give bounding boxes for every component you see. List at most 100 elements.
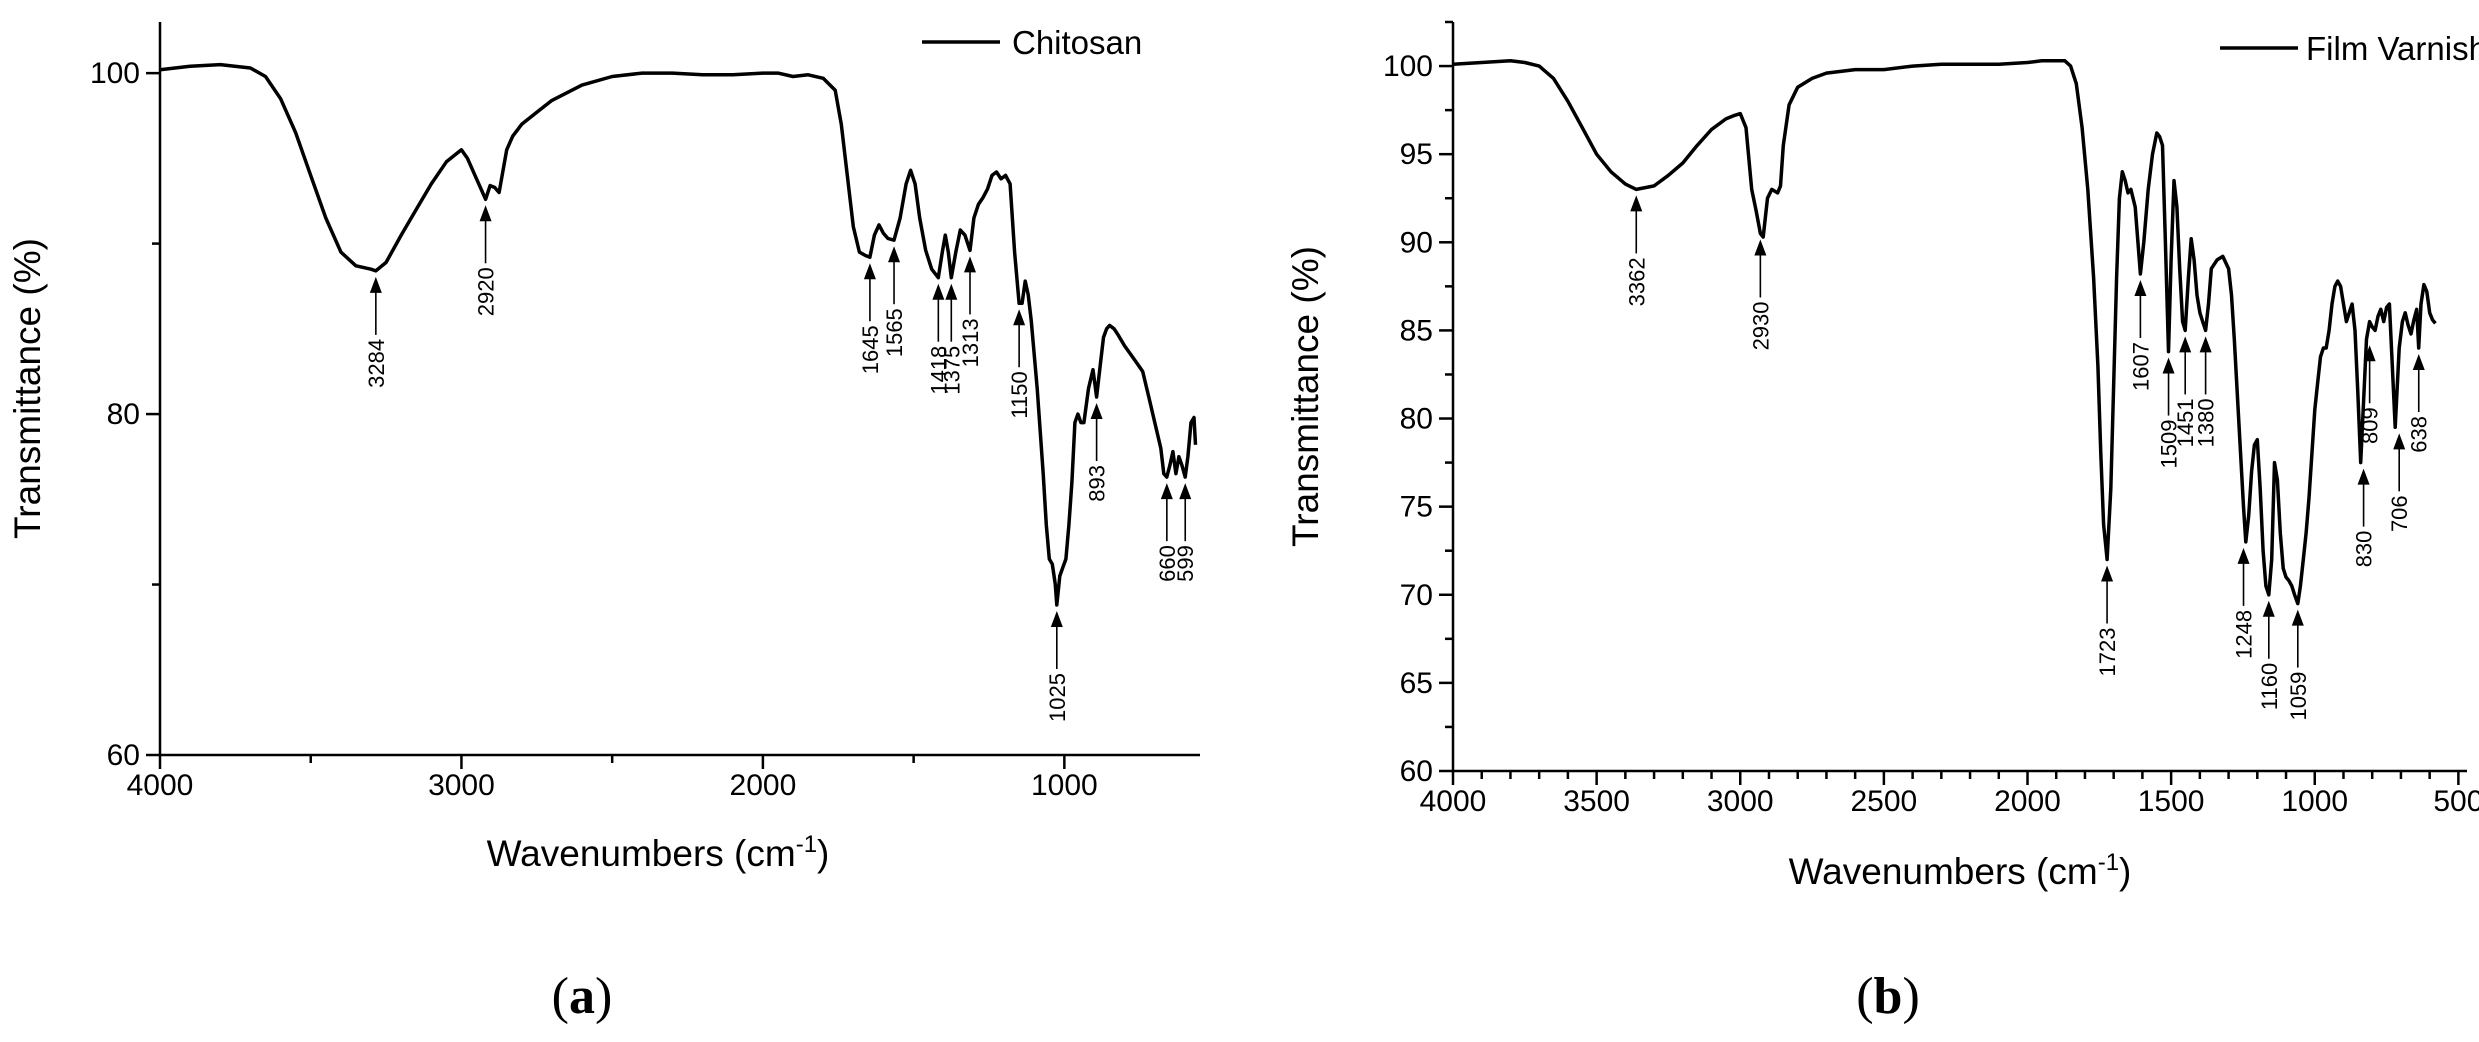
chart-panel-b: 4000 3500 3000 2500 2000 1500 1000 500 60 65 70 75 8… [1285,20,2479,1025]
x-axis-label-close: ) [2119,851,2131,892]
peak-label: 1418 [926,346,951,395]
peak-arrow-head [2291,609,2304,626]
y-axis-label: Transmittance (%) [7,238,48,539]
peak-arrow-head [2363,345,2376,362]
x-tick-label: 3000 [1707,785,1774,818]
y-tick-label: 60 [1400,755,1433,788]
peak-label: 1248 [2232,610,2257,659]
peak-arrow-head [2357,468,2370,485]
x-axis-label: Wavenumbers (cm-1) [487,831,830,874]
x-axis-label-main: Wavenumbers (cm [487,833,796,874]
x-tick-label: 2000 [730,769,797,802]
y-tick-label: 80 [107,398,140,431]
panel-label-letter: a [569,968,595,1025]
x-axis-label-main: Wavenumbers (cm [1789,851,2098,892]
peak-arrow-head [2134,280,2147,297]
peak-label: 1380 [2194,398,2219,447]
peak-label: 1607 [2128,342,2153,391]
x-axis-label: Wavenumbers (cm-1) [1789,849,2132,892]
peak-label: 1645 [858,325,883,374]
peak-arrow-head [1754,239,1767,256]
peak-arrow-head [2262,600,2275,617]
peak-label: 893 [1085,465,1110,502]
peak-arrow-head [2199,336,2212,353]
peak-arrow-head [963,256,976,273]
x-axis-label-superscript: -1 [796,831,817,858]
y-tick-label: 65 [1400,667,1433,700]
peak-label: 1150 [1007,371,1032,418]
x-tick-label: 1000 [2281,785,2348,818]
y-axis-label: Transmittance (%) [1285,246,1326,547]
peak-arrow-head [863,263,876,280]
peak-label: 1313 [958,318,983,367]
x-tick-label: 3500 [1563,785,1630,818]
peak-arrow-head [1090,403,1103,420]
panel-label-letter: b [1874,968,1903,1025]
peak-label: 3284 [364,339,389,388]
peak-label: 1375 [939,346,964,395]
legend-label: Chitosan [1012,24,1142,61]
peak-label: 1565 [882,308,907,357]
x-tick-label: 500 [2433,785,2479,818]
panel-label-close: ) [1902,968,1919,1025]
peak-arrow-head [2237,547,2250,564]
peak-label: 2920 [474,267,499,316]
peak-arrow-head [932,283,945,300]
chart-panel-a: 4000 3000 2000 1000 60 80 100 Transmittance (%)… [7,22,1200,1025]
y-tick-label: 75 [1400,491,1433,524]
y-tick-label: 100 [90,57,140,90]
peak-arrow-head [2412,354,2425,371]
panel-label: (b) [1856,968,1920,1025]
peak-label: 638 [2407,416,2432,453]
peak-arrow-head [479,205,492,222]
peak-arrow-head [1179,483,1192,500]
x-tick-label: 4000 [1420,785,1487,818]
y-tick-label: 80 [1400,403,1433,436]
series-line-chitosan [159,62,1198,607]
panel-label-open: ( [1856,968,1873,1025]
x-tick-label: 2500 [1851,785,1918,818]
peak-arrow-head [945,283,958,300]
panel-label: (a) [552,968,613,1025]
peak-label: 1451 [2173,398,2198,447]
peak-arrow-head [1050,610,1063,627]
x-axis-label-superscript: -1 [2098,849,2119,876]
legend-label: Film Varnish [2306,30,2479,67]
peak-label: 1509 [2157,420,2182,469]
x-tick-label: 1000 [1031,769,1098,802]
y-tick-label: 60 [107,739,140,772]
x-tick-label: 3000 [428,769,495,802]
peak-arrow-head [2162,357,2175,374]
peak-arrow-head [2101,565,2114,582]
y-tick-label: 95 [1400,138,1433,171]
peak-label: 3362 [1624,257,1649,306]
peak-label: 660 [1155,545,1180,582]
x-tick-label: 1500 [2138,785,2205,818]
x-tick-label: 2000 [1994,785,2061,818]
peak-arrow-head [2179,336,2192,353]
peak-arrow-head [1630,195,1643,212]
peak-label: 830 [2352,531,2377,568]
peak-label: 1160 [2257,663,2282,710]
series-line-film-varnish [1452,59,2437,606]
peak-label: 706 [2387,495,2412,532]
peak-arrow-head [369,276,382,293]
peak-arrow-head [1160,483,1173,500]
peak-label: 1723 [2095,628,2120,677]
panel-label-open: ( [552,968,569,1025]
peak-arrow-head [2393,433,2406,450]
panel-label-close: ) [595,968,612,1025]
x-tick-label: 4000 [127,769,194,802]
peak-arrow-head [888,246,901,263]
peak-label: 2930 [1748,301,1773,350]
peak-arrow-head [1013,309,1026,326]
x-axis-label-close: ) [817,833,829,874]
peak-label: 599 [1173,545,1198,582]
peak-label: 1059 [2286,672,2311,721]
y-tick-label: 70 [1400,579,1433,612]
y-tick-label: 90 [1400,226,1433,259]
y-tick-label: 85 [1400,314,1433,347]
y-tick-label: 100 [1383,50,1433,83]
peak-label: 1025 [1045,673,1070,722]
